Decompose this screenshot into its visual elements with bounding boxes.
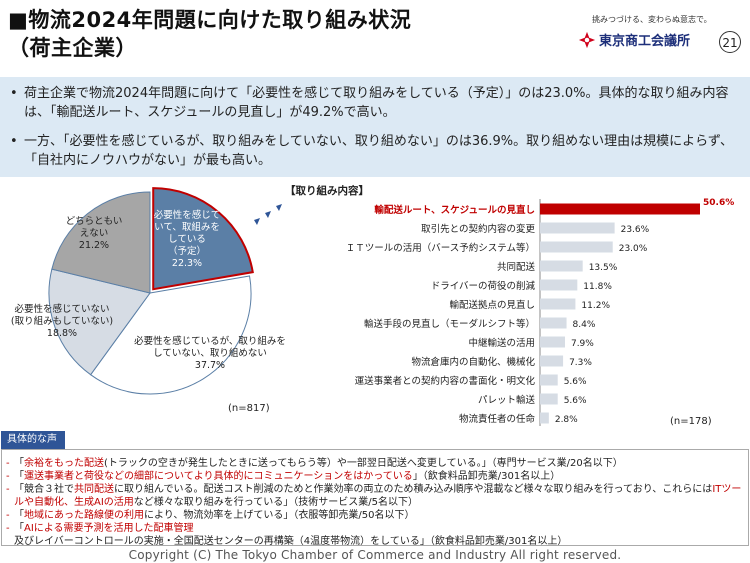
- bar: [540, 241, 613, 253]
- bar-chart-title: 【取り組み内容】: [285, 184, 369, 197]
- bar-category-label: パレット輸送: [478, 394, 536, 406]
- bar-value-label: 8.4%: [573, 320, 596, 330]
- pie-slice: [89, 275, 252, 395]
- bar: [540, 298, 576, 310]
- bar-value-label: 5.6%: [564, 377, 587, 387]
- bar-value-label: 7.3%: [569, 358, 592, 368]
- bar-value-label: 5.6%: [564, 396, 587, 406]
- bar: [540, 355, 564, 367]
- bar-value-label: 23.0%: [619, 244, 648, 254]
- bar-value-label: 13.5%: [589, 263, 618, 273]
- bar: [540, 260, 583, 272]
- bar-category-label: 輸送手段の見直し（モーダルシフト等）: [364, 318, 535, 330]
- bar-category-label: 輸配送拠点の見直し: [449, 299, 535, 311]
- bar: [540, 317, 567, 329]
- bar-category-label: 共同配送: [497, 261, 536, 273]
- voices-tab: 具体的な声: [1, 431, 65, 449]
- voice-item: - 「競合３社で共同配送に取り組んでいる。配送コスト削減のためと作業効率の両立のた…: [6, 483, 746, 509]
- bar-category-label: 取引先との契約内容の変更: [421, 223, 535, 235]
- bar-chart: 【取り組み内容】輸配送ルート、スケジュールの見直し 50.6% 取引先との契約内容の…: [285, 184, 734, 427]
- bar-value-label: 23.6%: [621, 225, 650, 235]
- bar-category-label: ＩＴツールの活用（バース予約システム等）: [346, 242, 535, 254]
- voice-item: - 「運送事業者と荷役などの細部についてより具体的にコミュニケーションをはかってい…: [6, 470, 746, 483]
- bar: [540, 412, 549, 424]
- bar-value-label: 11.8%: [583, 282, 612, 292]
- voice-item: - 「AIによる需要予測を活用した配車管理及びレイバーコントロールの実施・全国配送…: [6, 522, 746, 548]
- voice-text: 「運送事業者と荷役などの細部についてより具体的にコミュニケーションをはかっている…: [14, 471, 561, 482]
- bar-value-label: 2.8%: [555, 415, 578, 425]
- pie-slice-label: していない、取り組めない: [153, 347, 267, 359]
- bar: [540, 279, 578, 291]
- bar-category-label: 中継輸送の活用: [468, 337, 535, 349]
- triangle-marker-icon: [276, 204, 282, 211]
- pie-value-label: 21.2%: [79, 240, 109, 251]
- bullet-dot-icon: •: [10, 134, 18, 149]
- pie-slice-label: どちらともい: [66, 216, 123, 227]
- bar-n-label: (n=178): [670, 416, 712, 427]
- pie-slice: [51, 191, 151, 294]
- voices-box: - 「余裕をもった配送(トラックの空きが発生したときに送ってもらう等）や一部翌日配…: [1, 449, 749, 548]
- bar-category-label: 物流責任者の任命: [459, 413, 536, 425]
- bar-value-label: 50.6%: [703, 198, 734, 208]
- pie-slice-label: えない: [80, 228, 109, 239]
- pie-slice-label: している: [168, 234, 206, 245]
- pie-slice: [48, 268, 151, 376]
- bar-value-label: 11.2%: [581, 301, 610, 311]
- bar: [540, 222, 615, 234]
- pie-value-label: 37.7%: [195, 360, 225, 371]
- voice-text: 「競合３社で共同配送に取り組んでいる。配送コスト削減のためと作業効率の両立のため…: [14, 484, 742, 508]
- pie-slice-label: 必要性を感じていない: [14, 303, 109, 315]
- voice-item: - 「地域にあった路線便の利用により、物流効率を上げている」（衣服等卸売業/50名…: [6, 509, 746, 522]
- pie-slice-label: いて、取組みを: [154, 221, 220, 233]
- voice-text: 「余裕をもった配送(トラックの空きが発生したときに送ってもらう等）や一部翌日配送…: [14, 458, 623, 469]
- summary-bullet-2: • 一方、「必要性を感じているが、取り組みをしていない、取り組めない」のは36.…: [10, 132, 740, 170]
- summary-bullet-1-text: 荷主企業で物流2024年問題に向けて「必要性を感じて取り組みをしている（予定）」…: [24, 86, 729, 120]
- pie-n-label: (n=817): [228, 403, 270, 414]
- summary-bullet-1: • 荷主企業で物流2024年問題に向けて「必要性を感じて取り組みをしている（予定…: [10, 84, 740, 122]
- tcci-logo-icon: [578, 31, 596, 48]
- bar: [540, 203, 700, 215]
- pie-value-label: 22.3%: [172, 258, 202, 269]
- page-title: ■物流2024年問題に向けた取り組み状況 （荷主企業）: [8, 6, 411, 62]
- triangle-marker-icon: [265, 211, 271, 218]
- voice-text: 「地域にあった路線便の利用により、物流効率を上げている」（衣服等卸売業/50名以…: [14, 510, 415, 521]
- bar-category-label: 運送事業者との契約内容の書面化・明文化: [355, 375, 536, 387]
- title-line-2: （荷主企業）: [8, 36, 137, 60]
- title-line-1: ■物流2024年問題に向けた取り組み状況: [8, 8, 412, 32]
- bullet-dot-icon: •: [10, 86, 18, 101]
- bar: [540, 336, 565, 348]
- bar-category-label: ドライバーの荷役の削減: [431, 280, 536, 292]
- voice-text: 「AIによる需要予測を活用した配車管理及びレイバーコントロールの実施・全国配送セ…: [14, 523, 568, 547]
- bar-category-label: 物流倉庫内の自動化、機械化: [411, 356, 535, 368]
- pie-slice: [152, 187, 254, 291]
- pie-slice-label: 必要性を感じて: [154, 209, 221, 221]
- copyright: Copyright (C) The Tokyo Chamber of Comme…: [128, 548, 622, 562]
- pie-value-label: 18.8%: [47, 328, 77, 339]
- voice-item: - 「余裕をもった配送(トラックの空きが発生したときに送ってもらう等）や一部翌日配…: [6, 457, 746, 470]
- summary-band: [0, 77, 750, 177]
- logo: 東京商工会議所: [578, 30, 690, 49]
- pie-slice-label: (取り組みもしていない): [11, 315, 113, 327]
- pie-slice-label: （予定）: [168, 245, 206, 257]
- triangle-marker-icon: [254, 218, 260, 225]
- pie-slice-label: 必要性を感じているが、取り組みを: [134, 335, 286, 347]
- bar: [540, 393, 558, 405]
- bar: [540, 374, 558, 386]
- logo-text: 東京商工会議所: [599, 34, 691, 49]
- page-number: 21: [719, 31, 741, 53]
- summary-bullet-2-text: 一方、「必要性を感じているが、取り組みをしていない、取り組めない」のは36.9%…: [24, 134, 733, 168]
- tagline: 挑みつづける、変わらぬ意志で。: [592, 15, 712, 24]
- bar-value-label: 7.9%: [571, 339, 594, 349]
- bar-category-label: 輸配送ルート、スケジュールの見直し: [374, 204, 535, 216]
